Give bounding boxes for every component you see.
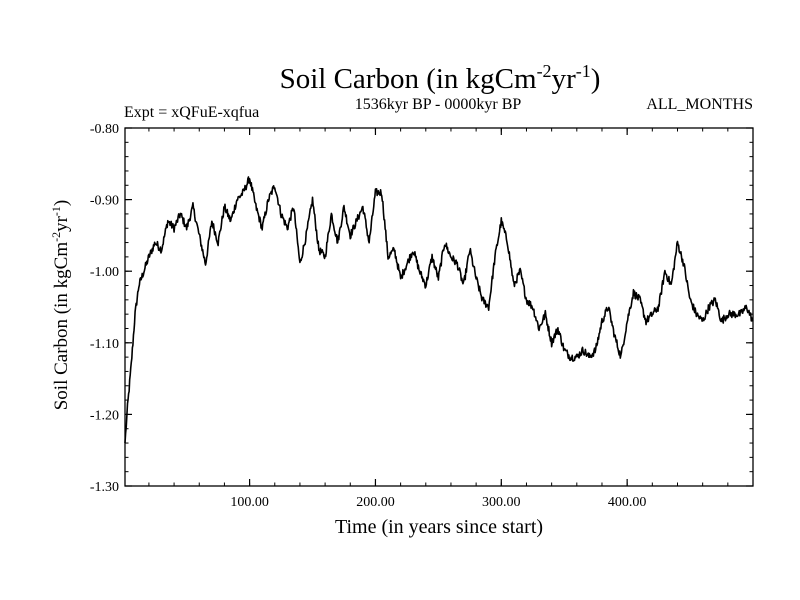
y-tick-label: -1.00 <box>90 265 119 280</box>
x-axis-label: Time (in years since start) <box>335 516 543 538</box>
chart-title: Soil Carbon (in kgCm-2yr-1) <box>280 61 601 95</box>
chart-title-mid: yr <box>552 63 577 95</box>
chart-title-sup1: -2 <box>537 61 552 81</box>
y-axis-label-mid: yr <box>51 215 72 232</box>
plot-frame <box>124 127 754 487</box>
y-tick-label: -0.80 <box>90 122 119 137</box>
y-axis-ticks: -1.30 -1.20 -1.10 -1.00 -0.90 -0.80 <box>90 122 753 495</box>
chart-title-sup2: -1 <box>576 61 591 81</box>
y-axis-label-sup2: -1 <box>49 206 63 216</box>
y-axis-label-end: ) <box>51 200 72 206</box>
x-tick-label: 300.00 <box>482 495 521 510</box>
subtitle-period: 1536kyr BP - 0000kyr BP <box>355 96 522 113</box>
subtitle-months: ALL_MONTHS <box>646 96 753 113</box>
y-axis-label: Soil Carbon (in kgCm-2yr-1) <box>49 200 72 411</box>
chart-title-main: Soil Carbon (in kgCm <box>280 63 537 95</box>
y-tick-label: -1.10 <box>90 337 119 352</box>
x-tick-label: 100.00 <box>230 495 269 510</box>
chart-title-end: ) <box>591 63 601 95</box>
x-tick-label: 400.00 <box>608 495 647 510</box>
x-axis-ticks: 100.00 200.00 300.00 400.00 <box>148 128 729 510</box>
series-line-soil-carbon <box>124 176 754 444</box>
y-tick-label: -1.20 <box>90 408 119 423</box>
y-tick-label: -1.30 <box>90 480 119 495</box>
subtitle-experiment: Expt = xQFuE-xqfua <box>124 104 259 121</box>
y-axis-label-main: Soil Carbon (in kgCm <box>51 242 72 411</box>
x-tick-label: 200.00 <box>356 495 395 510</box>
y-axis-label-sup1: -2 <box>49 232 63 242</box>
y-tick-label: -0.90 <box>90 194 119 209</box>
